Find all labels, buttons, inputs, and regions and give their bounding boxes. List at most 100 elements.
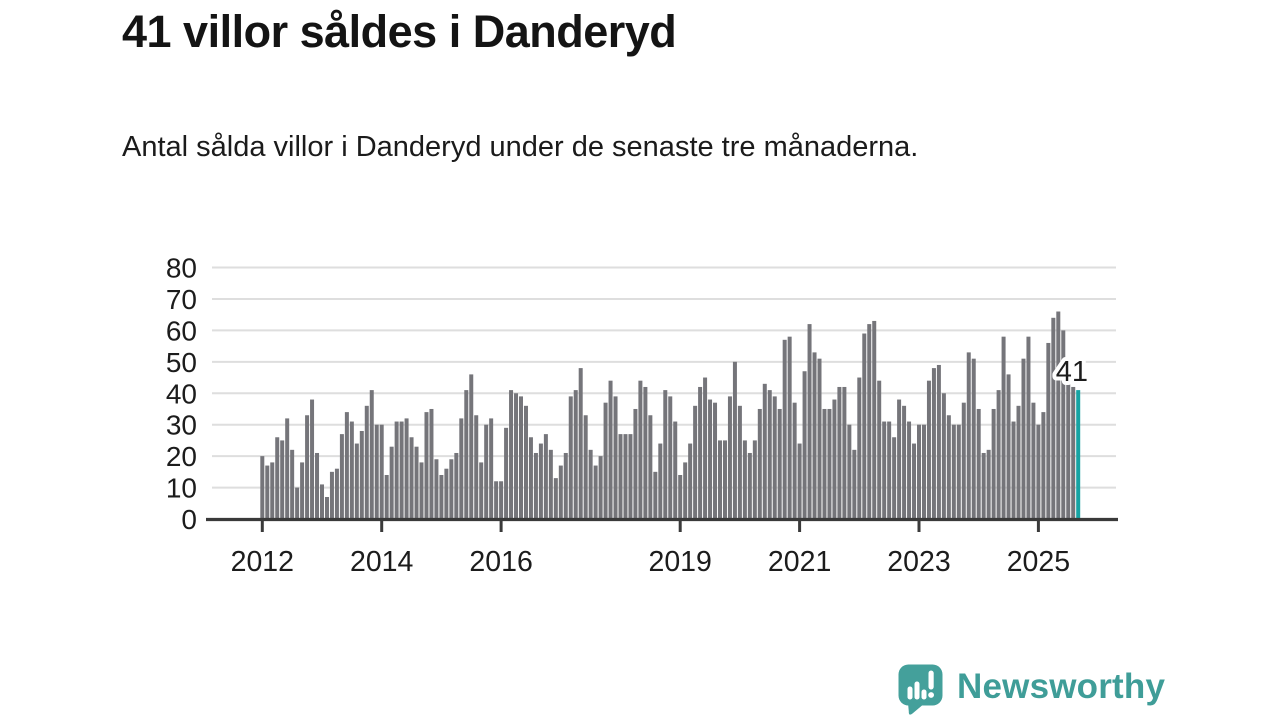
bar: [523, 405, 528, 519]
x-axis-label: 2025: [1007, 546, 1070, 578]
bar: [902, 405, 907, 519]
bar: [543, 434, 548, 519]
bar: [1056, 311, 1061, 519]
bar: [683, 462, 688, 519]
bar: [1031, 402, 1036, 519]
bar: [892, 437, 897, 519]
bar: [519, 396, 523, 519]
bar: [693, 405, 698, 519]
bar: [991, 408, 996, 519]
bar: [504, 427, 509, 519]
bar: [713, 402, 718, 519]
bar: [921, 424, 926, 519]
bar: [961, 402, 966, 519]
bar: [578, 368, 583, 519]
bar: [339, 434, 344, 519]
bar: [494, 481, 499, 519]
bar: [633, 408, 638, 519]
bar: [454, 452, 459, 519]
x-axis-label: 2023: [887, 546, 950, 578]
bar: [260, 456, 265, 520]
bar: [822, 408, 827, 519]
bar: [926, 380, 931, 519]
bar: [305, 415, 310, 519]
bar: [727, 396, 732, 519]
y-axis-label: 80: [166, 253, 197, 284]
bar: [638, 380, 643, 519]
bar: [797, 443, 802, 519]
bar: [882, 421, 887, 519]
logo-exclamation-dot: [928, 692, 934, 698]
bar: [533, 452, 538, 519]
bar: [558, 465, 563, 519]
x-axis-label: 2019: [648, 546, 711, 578]
bar: [598, 456, 603, 520]
x-axis-labels: 2012 2014 2016 2019 2021 2023 2025: [231, 546, 1071, 578]
bar: [1066, 371, 1071, 519]
x-axis-ticks: [260, 521, 1040, 532]
bar: [414, 446, 419, 519]
bar: [618, 434, 623, 519]
bar: [812, 352, 817, 519]
bar: [290, 449, 295, 519]
bar: [329, 471, 334, 519]
chart-description: Antal sålda villor i Danderyd under de s…: [122, 131, 919, 163]
bar: [285, 418, 290, 519]
bar: [867, 324, 872, 519]
bar: [752, 440, 757, 519]
bar: [573, 390, 578, 519]
bar: [344, 412, 349, 519]
bar: [648, 415, 653, 519]
bar: [1011, 421, 1016, 519]
bar: [528, 437, 533, 519]
bar: [862, 333, 867, 519]
bar: [593, 465, 598, 519]
y-axis-label: 40: [166, 378, 197, 409]
y-axis-label: 30: [166, 410, 197, 441]
bar: [583, 415, 588, 519]
bar: [887, 421, 892, 519]
x-axis-label: 2016: [469, 546, 532, 578]
bar: [384, 474, 389, 519]
bar: [708, 399, 713, 519]
bar: [439, 474, 444, 519]
logo-bubble: [898, 664, 943, 706]
bar: [359, 430, 364, 519]
bar: [429, 408, 434, 519]
logo-bubble-tail: [908, 703, 925, 715]
bar: [613, 396, 618, 519]
bar: [509, 390, 514, 519]
bar: [847, 424, 852, 519]
bar: [807, 324, 812, 519]
bar: [548, 449, 553, 519]
bar: [623, 434, 628, 519]
bar: [538, 443, 543, 519]
bar: [265, 465, 270, 519]
bar: [971, 358, 976, 519]
bar: [379, 424, 384, 519]
bar: [603, 402, 608, 519]
bar: [409, 437, 414, 519]
bar: [563, 452, 568, 519]
y-axis-label: 0: [181, 504, 197, 535]
y-axis-label: 20: [166, 441, 197, 472]
bar: [1051, 317, 1056, 519]
bar: [917, 424, 921, 519]
bar: [444, 468, 449, 519]
bar: [1026, 336, 1031, 519]
bar: [722, 440, 727, 519]
bar: [399, 421, 404, 519]
bar: [484, 424, 489, 519]
bar: [698, 386, 703, 519]
bar: [404, 418, 409, 519]
bar: [1041, 412, 1046, 519]
x-axis-label: 2021: [768, 546, 831, 578]
bar: [782, 339, 787, 519]
bar: [1046, 342, 1051, 519]
bar: [1001, 336, 1006, 519]
bar: [653, 471, 658, 519]
bar: [369, 390, 374, 519]
bar: [663, 390, 668, 519]
